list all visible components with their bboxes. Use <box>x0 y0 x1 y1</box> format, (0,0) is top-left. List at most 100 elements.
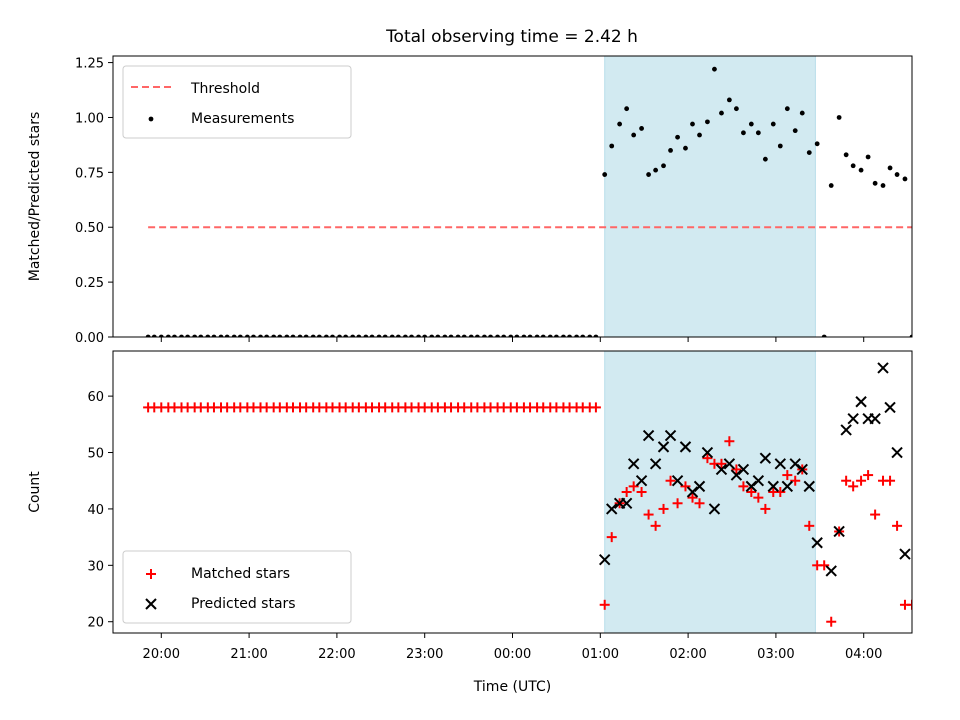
predicted-star-point <box>642 429 655 442</box>
matched-star-point <box>590 402 601 413</box>
predicted-star-point <box>671 475 684 487</box>
measurement-point <box>668 147 673 153</box>
measurement-point <box>762 156 768 162</box>
legend-measurement-swatch <box>148 116 154 122</box>
measurement-point <box>850 163 856 169</box>
matched-star-point <box>687 492 698 503</box>
plot-area <box>145 66 912 337</box>
measurement-point <box>258 334 263 337</box>
measurement-point <box>501 334 507 337</box>
measurement-point <box>382 334 388 337</box>
measurement-point <box>205 334 211 337</box>
measurement-point <box>264 334 270 337</box>
predicted-star-point <box>833 525 845 538</box>
matched-star-point <box>724 436 735 447</box>
y-tick-label: 60 <box>87 390 104 405</box>
measurement-point <box>690 121 695 127</box>
measurement-point <box>880 183 886 188</box>
matched-star-point <box>702 453 713 464</box>
measurement-point <box>540 334 546 337</box>
measurement-point <box>251 334 256 337</box>
predicted-star-point <box>803 480 815 493</box>
measurement-point <box>792 128 798 134</box>
measurement-point <box>624 106 630 112</box>
measurement-point <box>858 167 864 173</box>
measurement-point <box>521 334 527 337</box>
measurement-point <box>158 334 164 337</box>
predicted-star-point <box>649 458 662 470</box>
y-tick-label: 0.50 <box>75 221 104 236</box>
measurement-point <box>330 334 335 337</box>
measurement-point <box>435 334 441 337</box>
measurement-point <box>683 145 688 151</box>
predicted-star-point <box>855 396 867 408</box>
predicted-star-point <box>774 458 787 470</box>
measurement-point <box>231 334 237 337</box>
predicted-star-point <box>723 458 736 470</box>
measurement-point <box>719 110 724 116</box>
measurement-point <box>580 334 586 337</box>
legend-label: Matched stars <box>191 566 290 582</box>
y-tick-label: 20 <box>87 616 104 631</box>
measurement-point <box>821 334 827 337</box>
measurement-point <box>741 130 746 136</box>
measurement-point <box>284 334 290 337</box>
measurement-point <box>369 334 375 337</box>
measurement-point <box>843 152 849 158</box>
measurement-point <box>561 334 566 337</box>
measurement-point <box>389 334 395 337</box>
x-tick-label: 04:00 <box>845 647 882 662</box>
measurement-point <box>350 334 356 337</box>
measurement-point <box>806 150 812 155</box>
predicted-star-point <box>708 503 721 515</box>
plot-area <box>143 362 924 627</box>
x-tick-label: 23:00 <box>406 647 443 662</box>
matched-star-point <box>731 464 742 475</box>
matched-star-point <box>819 560 830 571</box>
predicted-star-point <box>884 401 896 414</box>
matched-star-point <box>914 600 924 610</box>
predicted-star-point <box>693 480 706 493</box>
x-tick-label: 02:00 <box>669 647 706 662</box>
matched-star-point <box>643 509 654 520</box>
measurement-point <box>902 176 908 182</box>
matched-star-point <box>672 498 683 509</box>
matched-star-point <box>775 487 786 497</box>
measurement-point <box>617 121 623 127</box>
measurement-point <box>297 334 303 337</box>
measurement-point <box>179 334 184 337</box>
measurement-point <box>508 334 514 337</box>
measurement-point <box>593 334 599 337</box>
measurement-point <box>748 121 754 127</box>
matched-star-point <box>694 498 705 509</box>
legend-label: Predicted stars <box>191 596 296 612</box>
matched-star-point <box>599 599 610 610</box>
matched-star-point <box>760 503 771 514</box>
measurement-point <box>165 334 171 337</box>
y-tick-label: 0.00 <box>75 331 104 346</box>
predicted-star-point <box>891 446 903 459</box>
measurement-point <box>277 334 283 337</box>
predicted-star-point <box>679 441 692 453</box>
measurement-point <box>402 334 408 337</box>
measurement-point <box>567 334 572 337</box>
y-tick-label: 30 <box>87 559 104 574</box>
legend: Matched stars Predicted stars <box>122 550 352 624</box>
measurement-point <box>172 334 177 337</box>
measurement-point <box>442 334 448 337</box>
measurement-point <box>646 172 651 177</box>
y-axis-label: Matched/Predicted stars <box>27 112 43 282</box>
y-tick-label: 40 <box>87 503 104 518</box>
matched-star-point <box>738 481 749 492</box>
predicted-star-point <box>759 452 772 464</box>
measurement-point <box>733 106 739 112</box>
measurement-point <box>547 334 553 337</box>
measurement-point <box>303 334 309 337</box>
predicted-star-point <box>620 497 633 509</box>
matched-star-point <box>848 481 859 492</box>
predicted-star-point <box>899 548 911 560</box>
x-tick-label: 00:00 <box>494 647 531 662</box>
legend-label: Threshold <box>190 81 260 97</box>
measurement-point <box>865 154 871 160</box>
